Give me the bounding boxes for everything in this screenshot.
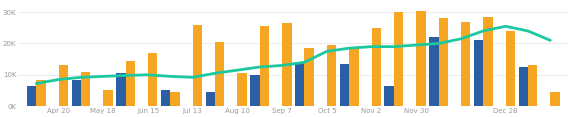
Bar	[483, 17, 493, 106]
Bar	[215, 42, 224, 106]
Bar	[161, 90, 170, 106]
Bar	[518, 67, 528, 106]
Bar	[81, 72, 90, 106]
Bar	[126, 61, 135, 106]
Bar	[170, 92, 180, 106]
Bar	[327, 45, 336, 106]
Bar	[304, 48, 314, 106]
Bar	[394, 12, 403, 106]
Bar	[148, 53, 158, 106]
Bar	[461, 22, 471, 106]
Bar	[192, 25, 202, 106]
Bar	[295, 62, 304, 106]
Bar	[282, 23, 292, 106]
Bar	[372, 28, 381, 106]
Bar	[416, 11, 425, 106]
Bar	[528, 65, 537, 106]
Bar	[506, 31, 515, 106]
Bar	[260, 26, 269, 106]
Bar	[340, 64, 349, 106]
Bar	[238, 73, 247, 106]
Bar	[429, 37, 439, 106]
Bar	[59, 65, 68, 106]
Bar	[71, 80, 81, 106]
Bar	[27, 86, 36, 106]
Bar	[36, 80, 46, 106]
Bar	[384, 86, 394, 106]
Bar	[439, 18, 448, 106]
Bar	[550, 92, 560, 106]
Bar	[349, 48, 359, 106]
Bar	[250, 75, 260, 106]
Bar	[474, 40, 483, 106]
Bar	[116, 73, 126, 106]
Bar	[206, 92, 215, 106]
Bar	[103, 90, 112, 106]
